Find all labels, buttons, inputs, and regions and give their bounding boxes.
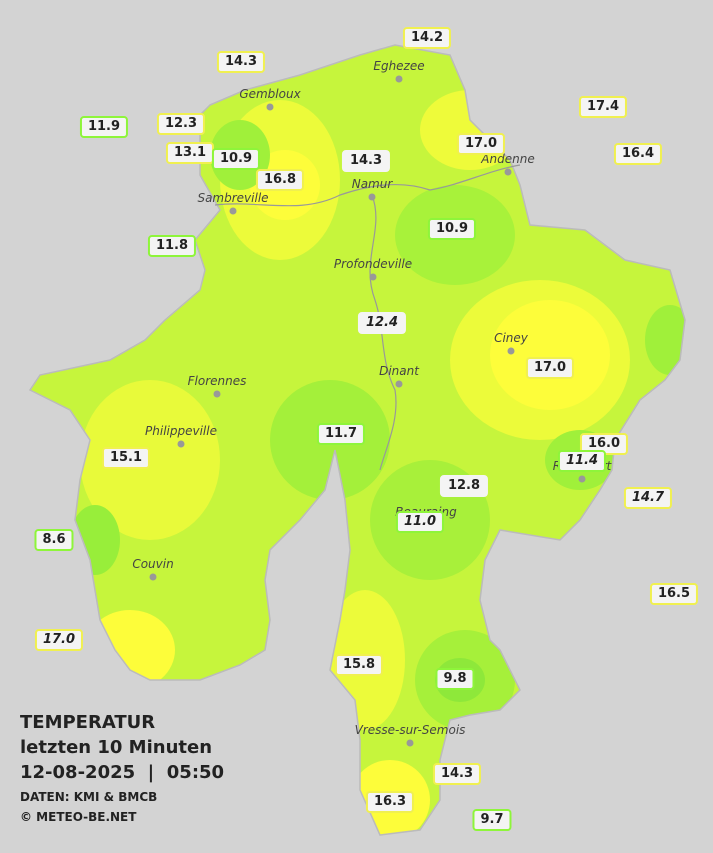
town-dot — [395, 75, 403, 83]
station-reading: 9.8 — [435, 668, 475, 690]
town-dot — [213, 390, 221, 398]
town-name: Ciney — [494, 331, 528, 345]
station-reading: 17.0 — [34, 629, 84, 651]
town-dot — [507, 347, 515, 355]
station-reading: 14.3 — [341, 150, 391, 172]
station-reading: 16.5 — [649, 583, 699, 605]
station-reading: 16.8 — [255, 169, 305, 191]
town-dot — [406, 739, 414, 747]
station-reading: 17.0 — [525, 357, 575, 379]
town-dot — [177, 440, 185, 448]
subtitle: letzten 10 Minuten — [20, 737, 213, 758]
station-reading: 13.1 — [165, 142, 215, 164]
town-dot — [395, 380, 403, 388]
title: TEMPERATUR — [20, 712, 156, 733]
station-reading: 10.9 — [427, 218, 477, 240]
town-dot — [266, 103, 274, 111]
town-name: Florennes — [187, 374, 247, 388]
source: DATEN: KMI & BMCB — [20, 790, 158, 804]
town-dot — [149, 573, 157, 581]
station-reading: 15.8 — [334, 654, 384, 676]
station-reading: 17.0 — [456, 133, 506, 155]
datetime: 12-08-2025 | 05:50 — [20, 762, 225, 783]
town-name: Profondeville — [333, 257, 413, 271]
station-reading: 16.4 — [613, 143, 663, 165]
town-name: Dinant — [379, 364, 419, 378]
town-dot — [504, 168, 512, 176]
station-reading: 14.3 — [432, 763, 482, 785]
town-name: Gembloux — [239, 87, 301, 101]
copyright: © METEO-BE.NET — [20, 810, 137, 824]
station-reading: 14.7 — [623, 487, 673, 509]
station-reading: 17.4 — [578, 96, 628, 118]
station-reading: 14.2 — [402, 27, 452, 49]
town-name: Philippeville — [145, 424, 217, 438]
town-dot — [578, 475, 586, 483]
town-name: Vresse-sur-Semois — [354, 723, 466, 737]
station-reading: 10.9 — [211, 148, 261, 170]
town-dot — [368, 193, 376, 201]
town-name: Eghezee — [373, 59, 425, 73]
town-name: Andenne — [481, 152, 535, 166]
station-reading: 11.7 — [316, 423, 366, 445]
town-dot — [229, 207, 237, 215]
station-reading: 9.7 — [472, 809, 512, 831]
station-reading: 11.9 — [79, 116, 129, 138]
town-name: Couvin — [132, 557, 174, 571]
town-name: Sambreville — [197, 191, 269, 205]
station-reading: 11.4 — [557, 450, 607, 472]
station-reading: 12.4 — [357, 312, 407, 334]
town-dot — [369, 273, 377, 281]
station-reading: 16.3 — [365, 791, 415, 813]
town-name: Namur — [351, 177, 393, 191]
station-reading: 8.6 — [34, 529, 74, 551]
station-reading: 15.1 — [101, 447, 151, 469]
station-reading: 11.0 — [395, 511, 445, 533]
station-reading: 12.8 — [439, 475, 489, 497]
station-reading: 11.8 — [147, 235, 197, 257]
station-reading: 14.3 — [216, 51, 266, 73]
station-reading: 12.3 — [156, 113, 206, 135]
